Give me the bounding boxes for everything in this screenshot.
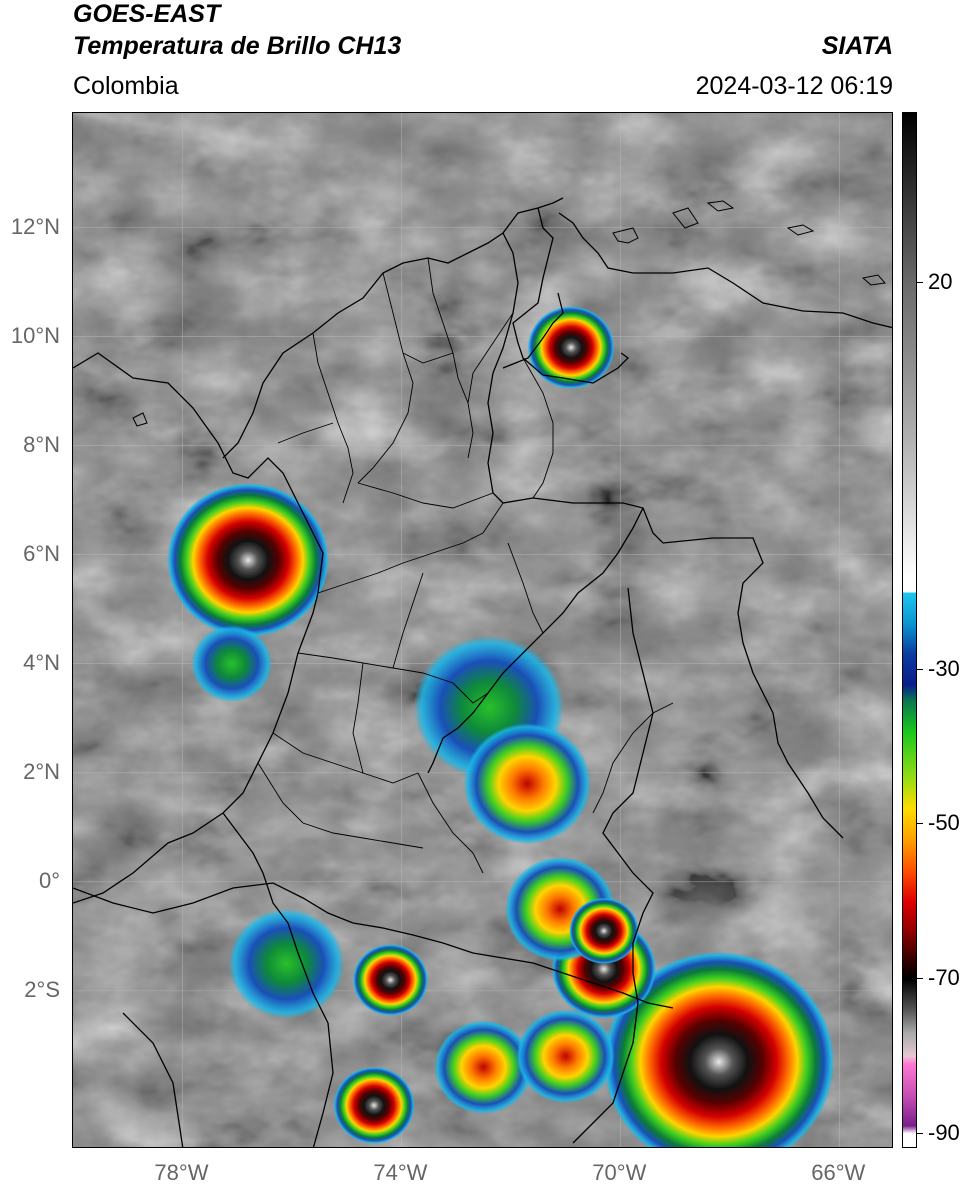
colorbar-label-2: -50 — [928, 810, 960, 836]
storm-cell-0 — [167, 483, 329, 638]
lon-label-0: 78°W — [154, 1160, 209, 1185]
lon-label-3: 66°W — [811, 1160, 866, 1185]
storm-cell-10 — [569, 897, 639, 964]
lat-label-0: 12°N — [10, 213, 60, 239]
lat-label-1: 10°N — [10, 322, 60, 348]
colorbar-tick-1 — [917, 668, 923, 670]
colorbar — [902, 112, 917, 1148]
borders — [73, 197, 892, 1147]
timestamp-label: 2024-03-12 06:19 — [695, 72, 893, 100]
lat-label-5: 2°N — [23, 758, 60, 784]
satellite-map — [72, 112, 893, 1148]
lat-label-7: 2°S — [24, 976, 60, 1002]
map-canvas — [73, 113, 892, 1147]
colorbar-label-3: -70 — [928, 964, 960, 990]
colorbar-label-0: 20 — [928, 269, 953, 295]
satellite-title: GOES-EAST — [73, 0, 221, 28]
colorbar-tick-4 — [917, 1132, 923, 1134]
colorbar-tick-3 — [917, 977, 923, 979]
lat-label-4: 4°N — [23, 649, 60, 675]
storm-cell-1 — [527, 306, 615, 389]
colorbar-fill — [903, 113, 916, 1147]
colorbar-tick-2 — [917, 823, 923, 825]
lon-label-2: 70°W — [592, 1160, 647, 1185]
colorbar-label-1: -30 — [928, 655, 960, 681]
lon-label-1: 74°W — [373, 1160, 428, 1185]
storm-cell-6 — [434, 1020, 533, 1114]
lat-label-6: 0° — [38, 867, 60, 893]
storm-cell-2 — [603, 951, 835, 1147]
storm-cell-13 — [516, 1009, 615, 1104]
colorbar-tick-0 — [917, 282, 923, 284]
storm-cell-7 — [333, 1066, 415, 1144]
lat-label-2: 8°N — [23, 431, 60, 457]
brand-label: SIATA — [821, 32, 893, 60]
colorbar-gradient — [903, 113, 916, 1147]
region-label: Colombia — [73, 72, 179, 100]
colorbar-label-4: -90 — [928, 1119, 960, 1145]
product-title: Temperatura de Brillo CH13 — [73, 32, 402, 60]
storm-cell-12 — [228, 908, 345, 1019]
storm-cell-5 — [352, 944, 428, 1016]
coastline-islands — [132, 200, 886, 427]
storm-cell-11 — [191, 625, 273, 703]
storm-cell-9 — [463, 723, 591, 845]
storm-cells — [167, 306, 835, 1147]
lat-label-3: 6°N — [23, 540, 60, 566]
department-borders — [257, 257, 674, 874]
